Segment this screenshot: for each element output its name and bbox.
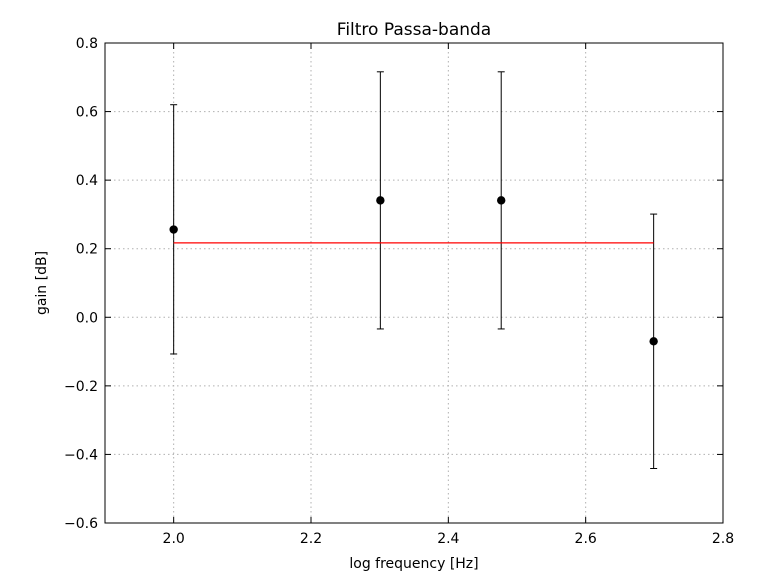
plot-frame	[104, 42, 724, 524]
data-point	[376, 196, 385, 205]
x-tick-label: 2.8	[712, 531, 734, 547]
y-tick-label: 0.4	[76, 173, 98, 189]
data-point	[649, 337, 658, 346]
x-tick-label: 2.6	[575, 531, 597, 547]
x-tick-label: 2.4	[437, 531, 459, 547]
y-tick-label: −0.4	[64, 447, 98, 463]
y-tick-label: 0.8	[76, 36, 98, 52]
y-axis-label: gain [dB]	[34, 251, 50, 315]
grid	[105, 42, 724, 524]
y-tick-label: 0.0	[76, 310, 98, 326]
x-tick-label: 2.0	[163, 531, 185, 547]
x-tick-label: 2.2	[300, 531, 322, 547]
y-tick-label: −0.6	[64, 516, 98, 532]
y-tick-label: 0.6	[76, 105, 98, 121]
plot-marks	[169, 71, 658, 469]
y-tick-label: 0.2	[76, 242, 98, 258]
chart-title: Filtro Passa-banda	[337, 20, 491, 40]
data-point	[497, 196, 506, 205]
y-tick-label: −0.2	[64, 379, 98, 395]
axis-ticks: 2.0 2.2 2.4 2.6 2.8 −0.6 −0.4 −0.2 0.0 0.2 0.4 0.6 0…	[64, 36, 734, 547]
x-axis-label: log frequency [Hz]	[349, 556, 478, 572]
data-point	[169, 225, 178, 234]
